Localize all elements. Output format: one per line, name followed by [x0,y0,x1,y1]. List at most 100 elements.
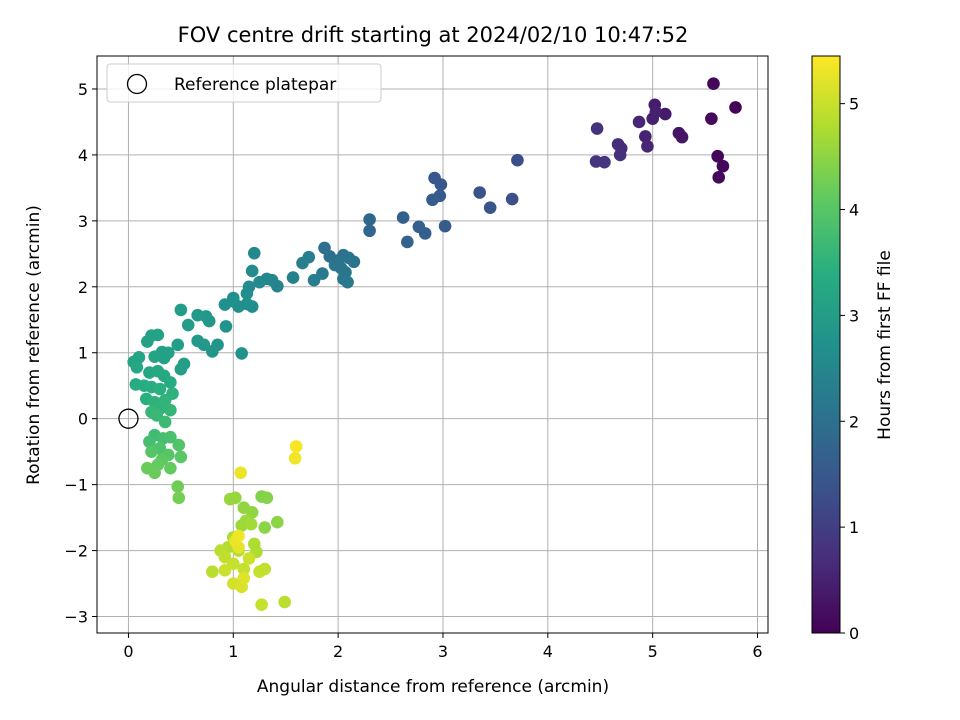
reference-point [118,408,139,429]
data-point [307,273,321,287]
data-point [242,552,256,565]
data-point [235,347,248,360]
data-point [218,298,232,311]
data-point [705,112,718,125]
data-point [363,213,376,226]
colorbar-tick-label: 3 [849,306,859,325]
x-tick-label: 4 [543,642,553,661]
data-point [235,519,248,532]
x-tick-label: 2 [333,642,343,661]
x-axis-ticks: 0 1 2 3 4 5 6 [123,633,763,661]
data-point [141,335,154,348]
colorbar-tick-label: 2 [849,412,859,431]
data-point [271,515,284,529]
data-point [164,403,177,417]
data-point [639,130,652,143]
data-point [434,178,448,191]
data-point [164,430,177,444]
data-point [191,334,204,348]
colorbar-tick-label: 1 [849,518,859,537]
y-tick-label: 2 [78,278,88,297]
data-point [181,318,195,332]
data-point [240,287,254,300]
colorbar-scale [811,55,841,634]
data-point [258,562,272,576]
data-point [613,148,627,162]
data-point [363,224,376,238]
colorbar: 0 1 2 3 4 5 Hours from first FF file [811,55,895,643]
data-point [286,271,300,284]
data-point [153,382,167,396]
data-point [143,435,156,449]
data-point [177,357,191,371]
data-point [172,491,186,505]
data-point [219,320,233,333]
data-point [244,517,258,531]
y-tick-label: 5 [78,80,88,99]
data-point [247,246,261,260]
x-tick-label: 5 [648,642,658,661]
data-point [158,415,172,429]
legend: Reference platepar [106,63,382,103]
data-point [658,107,672,121]
data-point [649,105,663,119]
x-tick-label: 1 [228,642,238,661]
data-point [171,480,185,493]
data-point [712,171,726,184]
x-tick-label: 0 [123,642,133,661]
legend-marker [126,73,148,95]
data-point [223,492,237,506]
y-axis-ticks: −3 −2 −1 0 1 2 3 4 5 [64,80,97,627]
y-tick-label: 1 [78,344,88,363]
data-point [172,438,186,452]
data-point [505,192,519,206]
colorbar-tick-label: 0 [849,624,859,643]
data-point [174,303,188,317]
data-point [511,153,524,167]
colorbar-tick-label: 5 [849,95,859,114]
data-point [288,451,302,465]
data-point [237,571,251,585]
data-point [148,350,161,363]
data-point [206,565,219,578]
data-point [245,264,259,278]
colorbar-ticks: 0 1 2 3 4 5 [840,95,859,643]
data-point [232,529,245,543]
chart-title: FOV centre drift starting at 2024/02/10 … [178,23,689,47]
data-point [258,521,272,534]
data-points [118,77,742,611]
data-point [174,450,188,464]
data-point [171,338,185,352]
data-point [289,440,303,453]
data-point [641,140,654,153]
data-point [296,256,309,270]
data-point [611,138,625,151]
x-tick-label: 6 [752,642,762,661]
data-point [426,193,439,207]
data-point [438,219,452,233]
y-tick-label: 0 [78,410,88,429]
data-point [253,275,266,289]
data-point [396,211,410,224]
y-tick-label: −2 [64,542,88,561]
y-tick-label: 3 [78,212,88,231]
data-point [234,466,247,480]
data-point [260,491,274,505]
plot-frame [96,55,769,634]
x-axis-label: Angular distance from reference (arcmin) [257,677,609,697]
data-point [632,115,646,129]
data-point [191,308,204,322]
data-point [164,461,177,475]
legend-label: Reference platepar [174,75,336,95]
data-point [237,562,251,576]
data-point [711,149,724,163]
colorbar-tick-label: 4 [849,201,859,220]
data-point [148,466,161,480]
data-point [716,159,730,173]
data-point [729,101,742,114]
data-point [130,360,144,374]
data-point [278,595,291,609]
y-tick-label: −3 [64,608,88,627]
data-point [218,564,232,577]
